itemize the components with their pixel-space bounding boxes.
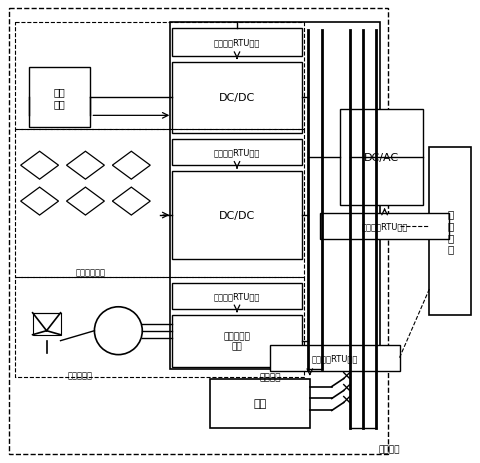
Bar <box>172 315 302 367</box>
Bar <box>15 130 304 277</box>
Bar <box>172 29 302 56</box>
Bar <box>15 277 304 377</box>
Text: 直流母线: 直流母线 <box>259 373 281 382</box>
Bar <box>320 213 449 239</box>
Bar <box>9 9 387 454</box>
Text: 分布测控RTU单元: 分布测控RTU单元 <box>214 38 260 47</box>
Text: 分布测控RTU单元: 分布测控RTU单元 <box>214 149 260 157</box>
Text: 分布测控RTU单元: 分布测控RTU单元 <box>214 292 260 300</box>
Bar <box>172 140 302 166</box>
Text: 负荷: 负荷 <box>253 399 266 409</box>
Text: 太阳能发电群: 太阳能发电群 <box>75 267 106 276</box>
Text: DC/DC: DC/DC <box>219 211 255 220</box>
Bar <box>430 148 471 315</box>
Text: 分布测控RTU单元: 分布测控RTU单元 <box>312 353 358 363</box>
Bar <box>29 69 90 128</box>
Bar <box>33 313 60 335</box>
Bar <box>270 345 399 371</box>
Text: 交流母线: 交流母线 <box>379 444 400 453</box>
Bar <box>340 110 423 206</box>
Text: 风机并网逆
变器: 风机并网逆 变器 <box>224 331 251 350</box>
Text: 监
控
中
心: 监 控 中 心 <box>447 209 454 254</box>
Text: DC/DC: DC/DC <box>219 93 255 103</box>
Text: DC/AC: DC/AC <box>364 153 399 163</box>
Text: 蓄电
池组: 蓄电 池组 <box>54 88 65 109</box>
Bar <box>170 23 380 369</box>
Bar <box>210 379 310 428</box>
Bar <box>172 63 302 134</box>
Text: 分布测控RTU单元: 分布测控RTU单元 <box>361 222 408 231</box>
Bar <box>172 283 302 309</box>
Bar <box>15 23 304 130</box>
Text: 风机发电群: 风机发电群 <box>68 371 93 380</box>
Bar <box>172 172 302 259</box>
